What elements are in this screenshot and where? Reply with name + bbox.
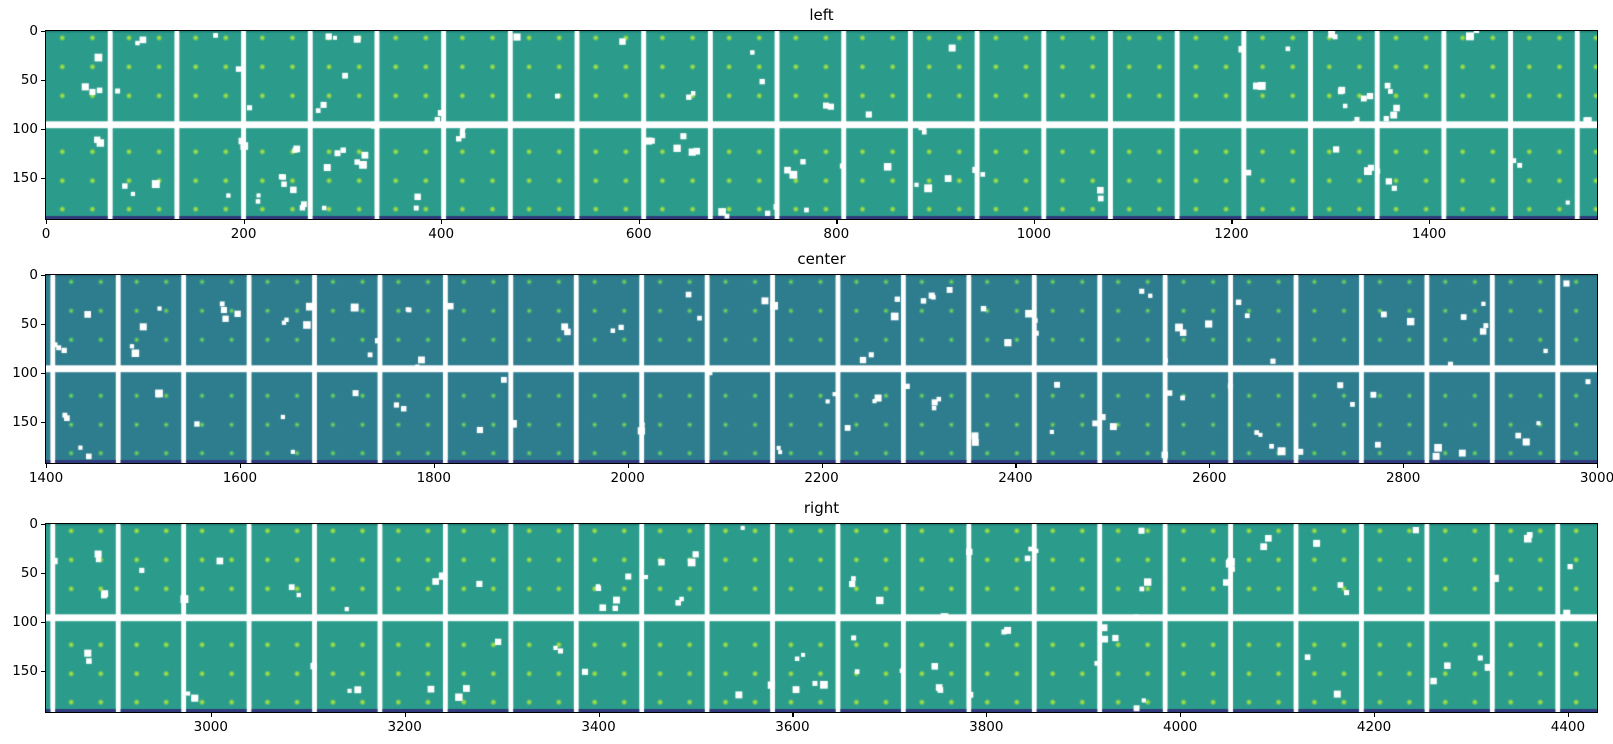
x-tick-label: 4000 (1162, 719, 1198, 735)
y-tick-label: 0 (29, 516, 38, 532)
x-tick-label: 1800 (416, 470, 451, 486)
heatmap-canvas-center (46, 275, 1597, 463)
y-tick-label: 150 (12, 414, 38, 431)
x-tick-label: 600 (625, 226, 652, 242)
x-tick-mark (638, 220, 640, 224)
x-tick-label: 2000 (610, 470, 645, 486)
subplot-right: right 3000 3200 3400 3600 3800 4000 4200 4400 0 5… (12, 499, 1598, 735)
x-tick-label: 3000 (1579, 470, 1613, 486)
x-tick-label: 400 (428, 226, 455, 242)
x-tick-label: 2600 (1192, 470, 1227, 486)
x-tick-label: 4200 (1356, 719, 1392, 735)
x-tick-mark (1567, 713, 1570, 717)
y-tick-label: 100 (12, 614, 38, 631)
heatmap-canvas-right (46, 524, 1597, 712)
x-tick-label: 2800 (1385, 470, 1421, 486)
y-tick-label: 0 (29, 267, 38, 283)
subplot-right-title: right (803, 499, 840, 517)
y-tick-label: 100 (12, 365, 38, 382)
subplot-left-title: left (809, 6, 834, 24)
y-tick-label: 50 (20, 565, 38, 582)
x-tick-mark (1597, 464, 1599, 468)
y-tick-mark (41, 275, 45, 277)
y-tick-mark (41, 422, 45, 424)
y-tick-mark (41, 573, 45, 575)
x-tick-mark (433, 464, 435, 468)
x-tick-label: 3200 (387, 719, 422, 735)
x-tick-label: 1600 (222, 470, 258, 486)
y-tick-mark (41, 373, 45, 375)
heatmap-canvas-left (46, 31, 1597, 219)
x-tick-label: 3400 (581, 719, 616, 735)
x-tick-mark (598, 713, 600, 717)
x-tick-mark (441, 220, 443, 224)
y-tick-mark (41, 524, 45, 526)
y-tick-mark (41, 31, 45, 33)
x-tick-label: 2400 (998, 470, 1033, 486)
x-tick-mark (792, 713, 794, 717)
subplot-center: center 1400 1600 1800 2000 2200 2400 2600 2800 3… (12, 250, 1613, 486)
x-tick-mark (1403, 464, 1405, 468)
subplot-center-title: center (797, 250, 846, 268)
x-tick-label: 1200 (1214, 226, 1249, 242)
y-tick-mark (41, 671, 45, 673)
y-tick-mark (41, 178, 45, 180)
x-tick-mark (46, 464, 48, 468)
x-tick-label: 1400 (1411, 226, 1447, 242)
x-tick-label: 0 (41, 226, 51, 242)
x-tick-mark (1374, 713, 1376, 717)
x-tick-mark (1015, 464, 1017, 468)
x-tick-label: 200 (230, 226, 257, 242)
x-tick-label: 800 (823, 226, 850, 242)
x-tick-mark (1231, 220, 1233, 224)
y-tick-label: 50 (20, 72, 38, 89)
x-tick-mark (404, 713, 406, 717)
y-tick-label: 0 (29, 23, 38, 39)
y-tick-label: 150 (12, 663, 38, 680)
x-tick-mark (986, 713, 988, 717)
x-tick-mark (1429, 220, 1431, 224)
y-tick-label: 100 (12, 121, 38, 138)
x-tick-mark (239, 464, 242, 468)
y-tick-mark (41, 324, 45, 326)
x-tick-mark (46, 220, 48, 224)
x-tick-mark (210, 713, 212, 717)
x-tick-mark (627, 464, 629, 468)
y-tick-label: 150 (12, 170, 38, 187)
x-tick-label: 1000 (1016, 226, 1052, 242)
x-tick-label: 1400 (28, 470, 64, 486)
x-tick-mark (1180, 713, 1182, 717)
y-tick-mark (41, 129, 45, 131)
x-tick-mark (243, 220, 245, 224)
x-tick-mark (1033, 220, 1036, 224)
x-tick-label: 3800 (969, 719, 1004, 735)
y-tick-mark (41, 80, 45, 82)
x-tick-label: 3000 (193, 719, 228, 735)
x-tick-mark (1209, 464, 1211, 468)
x-tick-mark (821, 464, 823, 468)
subplot-left: left 0 200 400 600 800 1000 1200 1400 0 50 100 150 (12, 6, 1598, 242)
x-tick-mark (836, 220, 838, 224)
y-tick-label: 50 (20, 316, 38, 333)
x-tick-label: 3600 (775, 719, 810, 735)
x-tick-label: 4400 (1550, 719, 1586, 735)
x-tick-label: 2200 (804, 470, 839, 486)
y-tick-mark (41, 622, 45, 624)
